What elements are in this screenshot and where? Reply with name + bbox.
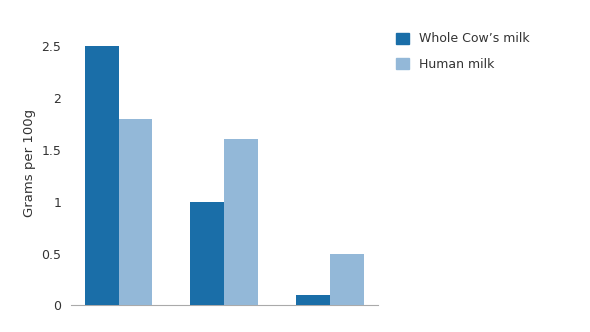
Bar: [85, 46, 119, 305]
Bar: [330, 254, 363, 305]
Bar: [119, 119, 152, 305]
Y-axis label: Grams per 100g: Grams per 100g: [22, 109, 35, 217]
Bar: [296, 295, 330, 305]
Legend: Whole Cow’s milk, Human milk: Whole Cow’s milk, Human milk: [390, 26, 536, 77]
Bar: [224, 139, 258, 305]
Bar: [191, 202, 224, 305]
